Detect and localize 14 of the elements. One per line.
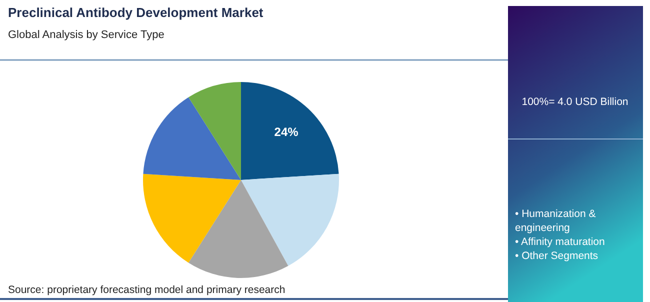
text: 100%= 4.0 USD Billion <box>522 96 628 108</box>
pie-slice <box>188 180 288 278</box>
text: • Other Segments <box>515 250 598 262</box>
pie-slice <box>241 82 339 180</box>
chart-subtitle: Global Analysis by Service Type <box>8 29 164 41</box>
text: • Affinity maturation <box>515 236 606 248</box>
chart-title: Preclinical Antibody Development Market <box>8 5 264 20</box>
pie-slice <box>143 174 241 263</box>
pie-slice <box>241 174 339 266</box>
pie-slice <box>188 82 241 180</box>
data-label: 24% <box>274 124 299 139</box>
pie-slice <box>143 97 241 180</box>
source-note: Source: proprietary forecasting model and primary research <box>8 284 286 296</box>
text: • Humanization & engineering <box>515 208 596 234</box>
